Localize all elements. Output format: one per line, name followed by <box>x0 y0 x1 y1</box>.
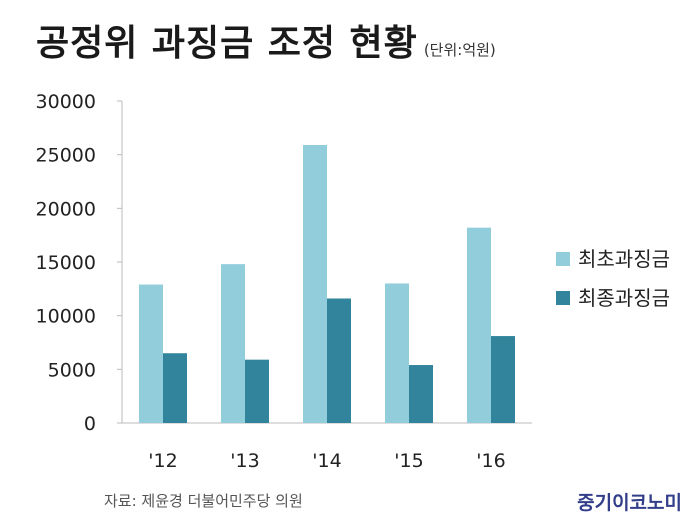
bar-final <box>327 298 351 423</box>
legend-swatch <box>556 252 570 266</box>
y-tick-label: 30000 <box>36 91 96 113</box>
legend-label: 최종과징금 <box>578 286 670 310</box>
bar-initial <box>467 227 491 423</box>
y-tick-label: 5000 <box>48 359 96 381</box>
unit-note: (단위:억원) <box>423 41 496 59</box>
bar-final <box>245 359 269 423</box>
x-tick-label: '13 <box>230 450 259 472</box>
bar-initial <box>139 284 163 423</box>
y-tick-label: 0 <box>84 413 96 435</box>
x-tick-label: '15 <box>394 450 423 472</box>
y-tick-label: 15000 <box>36 252 96 274</box>
bar-initial <box>385 283 409 423</box>
publisher-logo: 중기이코노미 <box>577 492 682 514</box>
y-tick-label: 25000 <box>36 145 96 167</box>
legend-label: 최초과징금 <box>578 247 670 271</box>
y-tick-label: 10000 <box>36 306 96 328</box>
x-tick-label: '14 <box>312 450 341 472</box>
legend-swatch <box>556 291 570 305</box>
x-tick-label: '12 <box>148 450 177 472</box>
title-block: 공정위 과징금 조정 현황 (단위:억원) <box>36 14 496 66</box>
source-note: 자료: 제윤경 더불어민주당 의원 <box>104 492 303 510</box>
bar-final <box>163 353 187 423</box>
x-tick-label: '16 <box>476 450 505 472</box>
y-tick-label: 20000 <box>36 198 96 220</box>
chart-title: 공정위 과징금 조정 현황 <box>36 23 418 64</box>
bar-initial <box>221 264 245 423</box>
bar-final <box>409 365 433 423</box>
bar-initial <box>303 145 327 424</box>
bar-final <box>491 336 515 423</box>
